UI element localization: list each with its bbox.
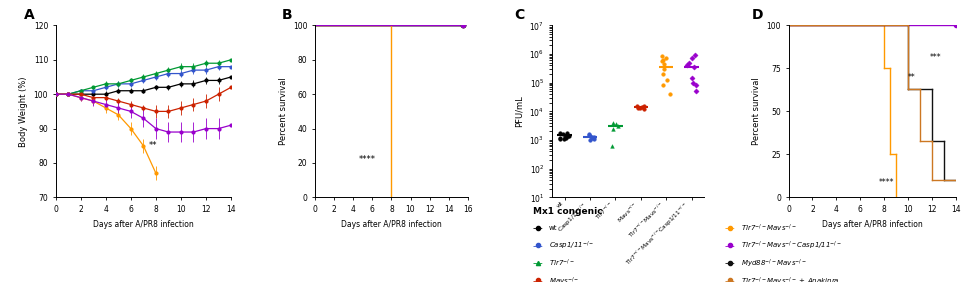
Text: Tlr7$^{-/-}$Mavs$^{-/-}$Casp1/11$^{-/-}$: Tlr7$^{-/-}$Mavs$^{-/-}$Casp1/11$^{-/-}$ xyxy=(741,240,842,252)
Point xyxy=(553,136,568,140)
Point xyxy=(560,134,576,138)
Text: —: — xyxy=(532,276,542,282)
X-axis label: Days after A/PR8 infection: Days after A/PR8 infection xyxy=(93,220,194,229)
Point xyxy=(654,83,670,88)
Text: D: D xyxy=(752,8,763,22)
Text: —: — xyxy=(532,241,542,251)
Text: ***: *** xyxy=(930,53,942,62)
Text: wt: wt xyxy=(549,225,557,232)
Point xyxy=(630,106,646,110)
Y-axis label: Body Weight (%): Body Weight (%) xyxy=(19,76,28,147)
Text: —: — xyxy=(725,241,734,251)
Point xyxy=(610,124,626,129)
Point xyxy=(586,135,602,139)
Text: ****: **** xyxy=(359,155,376,164)
Point xyxy=(634,105,650,109)
Point xyxy=(561,134,577,138)
Point xyxy=(557,135,573,139)
Point xyxy=(684,56,700,61)
Text: —: — xyxy=(725,258,734,268)
X-axis label: Days after A/PR8 infection: Days after A/PR8 infection xyxy=(822,220,923,229)
Point xyxy=(662,92,678,96)
Point xyxy=(559,131,575,135)
Text: Casp1/11$^{-/-}$: Casp1/11$^{-/-}$ xyxy=(549,240,594,252)
Point xyxy=(658,56,674,61)
Text: Tlr7$^{-/-}$Mavs$^{-/-}$: Tlr7$^{-/-}$Mavs$^{-/-}$ xyxy=(741,223,798,234)
Text: C: C xyxy=(514,8,524,22)
Point xyxy=(688,89,703,94)
Point xyxy=(584,136,600,140)
Point xyxy=(659,78,675,83)
Text: Mavs$^{-/-}$: Mavs$^{-/-}$ xyxy=(549,275,579,282)
Y-axis label: PFU/mL: PFU/mL xyxy=(515,96,524,127)
Point xyxy=(556,136,572,141)
Text: Myd88$^{-/-}$Mavs$^{-/-}$: Myd88$^{-/-}$Mavs$^{-/-}$ xyxy=(741,257,807,270)
Text: —: — xyxy=(532,258,542,268)
Point xyxy=(656,67,672,71)
Text: —: — xyxy=(725,276,734,282)
X-axis label: Days after A/PR8 infection: Days after A/PR8 infection xyxy=(341,220,442,229)
Text: —: — xyxy=(725,223,734,233)
Text: Tlr7$^{-/-}$: Tlr7$^{-/-}$ xyxy=(549,258,575,269)
Point xyxy=(636,107,652,111)
Point xyxy=(585,135,601,139)
Point xyxy=(687,65,702,69)
Point xyxy=(684,75,700,80)
Point xyxy=(654,59,670,64)
Point xyxy=(582,134,598,138)
Text: —: — xyxy=(532,223,542,233)
Text: A: A xyxy=(24,8,35,22)
Point xyxy=(581,133,597,137)
Point xyxy=(636,104,652,109)
Point xyxy=(632,105,648,110)
Y-axis label: Percent survival: Percent survival xyxy=(752,78,761,145)
Point xyxy=(553,131,568,136)
Point xyxy=(629,103,645,108)
Point xyxy=(558,136,574,140)
Point xyxy=(685,80,701,85)
Point xyxy=(582,138,598,142)
Point xyxy=(679,63,695,68)
Point xyxy=(586,136,602,141)
Point xyxy=(688,83,703,88)
Text: Mx1 congenic: Mx1 congenic xyxy=(532,207,603,216)
Text: Tlr7$^{-/-}$Mavs$^{-/-}$ + Anakinra: Tlr7$^{-/-}$Mavs$^{-/-}$ + Anakinra xyxy=(741,275,840,282)
Point xyxy=(655,58,671,63)
Text: **: ** xyxy=(908,73,916,82)
Point xyxy=(654,54,670,58)
Point xyxy=(608,122,624,127)
Point xyxy=(555,132,571,136)
Point xyxy=(656,62,672,66)
Text: B: B xyxy=(282,8,292,22)
Text: **: ** xyxy=(149,141,158,150)
Point xyxy=(604,144,620,149)
Point xyxy=(681,60,697,65)
Y-axis label: Percent survival: Percent survival xyxy=(279,78,287,145)
Point xyxy=(605,126,621,131)
Point xyxy=(581,132,597,136)
Point xyxy=(605,120,621,125)
Point xyxy=(687,53,702,58)
Text: ****: **** xyxy=(879,178,895,187)
Point xyxy=(655,72,671,76)
Point xyxy=(553,136,568,141)
